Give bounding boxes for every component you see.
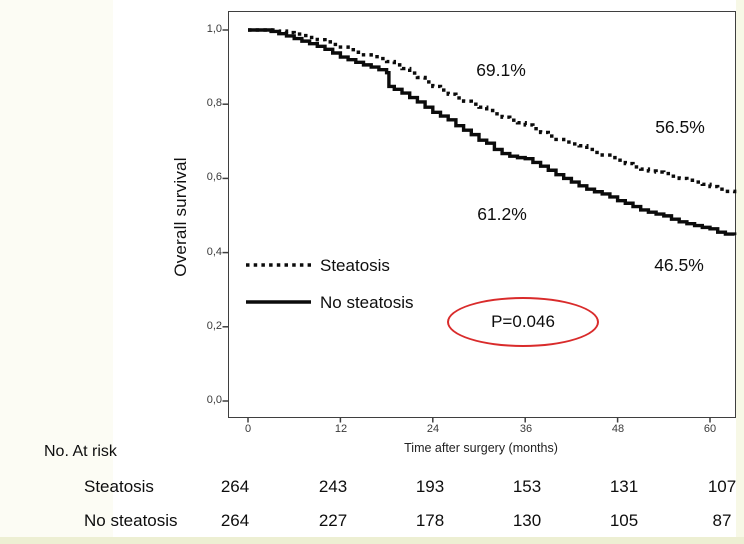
- bottom-edge-strip: [0, 537, 744, 544]
- y-tick-label-0.4: 0,4: [206, 246, 222, 258]
- x-axis-title: Time after surgery (months): [404, 441, 558, 455]
- y-tick-label-1.0: 1,0: [206, 23, 222, 35]
- y-tick-label-0.6: 0,6: [206, 171, 222, 183]
- annotation-steatosis-3yr: 69.1%: [476, 60, 526, 80]
- at-risk-value: 153: [512, 477, 542, 496]
- x-tick-label-12: 12: [334, 423, 348, 435]
- at-risk-value: 107: [707, 477, 737, 496]
- left-background-tint: [0, 0, 113, 544]
- p-value-ellipse: P=0.046: [447, 297, 599, 347]
- at-risk-value: 131: [609, 477, 639, 496]
- legend-label-no-steatosis: No steatosis: [320, 293, 414, 312]
- y-tick-label-0.0: 0,0: [206, 394, 222, 406]
- at-risk-value: 243: [318, 477, 348, 496]
- p-value-text: P=0.046: [491, 312, 555, 331]
- at-risk-value: 105: [609, 511, 639, 530]
- at-risk-row-label-steatosis: Steatosis: [84, 477, 154, 496]
- at-risk-value: 178: [415, 511, 445, 530]
- y-tick-label-0.8: 0,8: [206, 97, 222, 109]
- legend-label-steatosis: Steatosis: [320, 256, 390, 275]
- annotation-steatosis-5yr: 56.5%: [655, 117, 705, 137]
- right-edge-strip: [736, 0, 744, 544]
- x-tick-label-24: 24: [426, 423, 440, 435]
- x-tick-label-60: 60: [703, 423, 717, 435]
- x-tick-label-36: 36: [519, 423, 533, 435]
- at-risk-value: 264: [220, 511, 250, 530]
- x-tick-label-48: 48: [611, 423, 625, 435]
- at-risk-title: No. At risk: [44, 443, 117, 460]
- at-risk-row-label-no-steatosis: No steatosis: [84, 511, 178, 530]
- annotation-no-steatosis-5yr: 46.5%: [654, 255, 704, 275]
- at-risk-value: 264: [220, 477, 250, 496]
- annotation-no-steatosis-3yr: 61.2%: [477, 204, 527, 224]
- at-risk-value: 87: [712, 511, 732, 530]
- x-tick-label-0: 0: [244, 423, 252, 435]
- at-risk-value: 227: [318, 511, 348, 530]
- at-risk-value: 193: [415, 477, 445, 496]
- at-risk-value: 130: [512, 511, 542, 530]
- y-tick-label-0.2: 0,2: [206, 320, 222, 332]
